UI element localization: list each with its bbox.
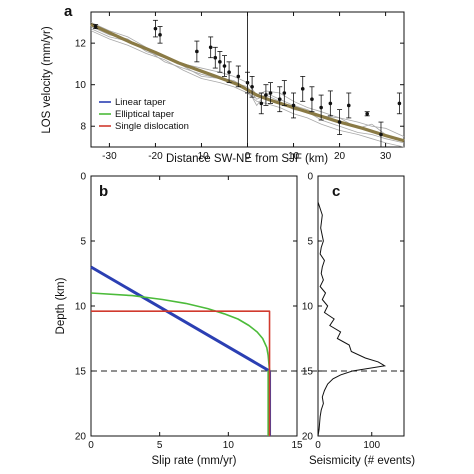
- legend: Linear taper Elliptical taper Single dis…: [95, 90, 195, 138]
- panel-label-b: b: [99, 183, 108, 200]
- y-tick-label: 5: [80, 237, 86, 248]
- gps-point: [300, 87, 305, 91]
- slip-profile-single-dislocation: [91, 310, 271, 436]
- x-tick-label: 0: [315, 440, 321, 451]
- panel-a-xlabel: Distance SW-NE from SJF (km): [166, 153, 328, 165]
- gps-point: [218, 60, 222, 64]
- gps-point: [245, 80, 250, 85]
- panel-b-xlabel: Slip rate (mm/yr): [152, 455, 237, 467]
- gps-point: [250, 84, 254, 89]
- seismicity-histogram: [317, 176, 387, 437]
- slip-profile-elliptical-taper: [90, 292, 271, 436]
- panel-a-ylabel: LOS velocity (mm/yr): [41, 26, 53, 134]
- x-tick-label: 15: [291, 440, 303, 451]
- y-tick-label: 5: [307, 237, 313, 248]
- panel-b-ylabel: Depth (km): [55, 277, 67, 334]
- gps-point: [195, 49, 199, 54]
- x-tick-label: 100: [363, 440, 380, 451]
- gps-point: [264, 93, 268, 97]
- profile-line-4: [90, 30, 405, 148]
- y-tick-label: 0: [80, 172, 86, 183]
- panel-a-plot: -30 -20 -10 0 10 20 30 8 10 12: [75, 12, 405, 162]
- gps-point: [379, 132, 383, 137]
- gps-point: [158, 33, 162, 37]
- x-tick-label: -20: [148, 151, 163, 162]
- gps-point: [328, 101, 333, 106]
- x-tick-label: -10: [194, 151, 209, 162]
- y-tick-label: 8: [80, 122, 86, 133]
- y-tick-label: 10: [75, 80, 87, 91]
- gps-point: [397, 101, 402, 106]
- panel-c-frame: [317, 175, 405, 437]
- y-tick-label: 10: [75, 302, 87, 313]
- gps-point: [213, 55, 218, 60]
- x-tick-label: 0: [245, 151, 251, 162]
- x-tick-label: 20: [334, 151, 346, 162]
- y-tick-label: 20: [302, 432, 314, 443]
- gps-point: [227, 70, 231, 75]
- x-tick-label: 10: [223, 440, 235, 451]
- legend-label-elliptical: Elliptical taper: [115, 109, 174, 120]
- gps-point: [222, 64, 227, 68]
- gps-point: [277, 97, 282, 102]
- legend-label-single: Single dislocation: [115, 121, 189, 132]
- gps-point: [365, 111, 369, 116]
- x-tick-label: 5: [157, 440, 163, 451]
- gps-point: [259, 101, 264, 106]
- gps-point: [93, 24, 98, 29]
- gps-point: [208, 45, 213, 50]
- gps-point: [337, 120, 342, 124]
- x-tick-label: 10: [288, 151, 300, 162]
- x-tick-label: 0: [88, 440, 94, 451]
- slip-profile-linear-taper: [90, 265, 272, 436]
- y-tick-label: 20: [75, 432, 87, 443]
- gps-point: [310, 97, 314, 102]
- x-tick-label: 30: [380, 151, 392, 162]
- x-tick-label: -30: [102, 151, 117, 162]
- y-tick-label: 12: [75, 39, 87, 50]
- gps-point: [153, 26, 158, 31]
- gps-point: [282, 91, 287, 95]
- gps-point: [236, 74, 241, 79]
- gps-point: [291, 103, 296, 108]
- panel-c-xlabel: Seismicity (# events): [309, 455, 415, 467]
- panel-label-c: c: [332, 183, 340, 200]
- y-tick-label: 10: [302, 302, 314, 313]
- panel-c-plot: 0 100 0 5 10 15 20: [302, 172, 404, 451]
- gps-point: [346, 103, 351, 108]
- y-tick-label: 0: [307, 172, 313, 183]
- gps-point: [319, 105, 323, 110]
- gps-point: [268, 91, 273, 95]
- panel-label-a: a: [64, 3, 73, 20]
- legend-label-linear: Linear taper: [115, 97, 166, 108]
- y-tick-label: 15: [75, 367, 87, 378]
- y-tick-label: 15: [302, 367, 314, 378]
- legend-background: [95, 90, 195, 138]
